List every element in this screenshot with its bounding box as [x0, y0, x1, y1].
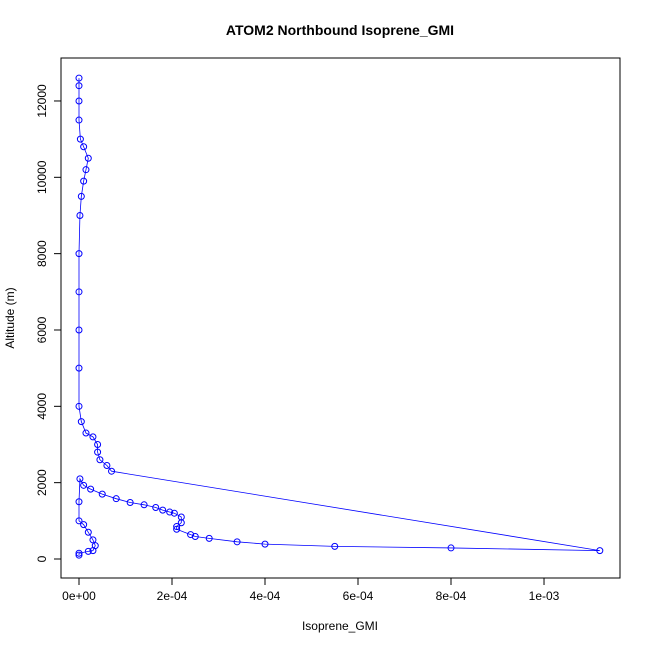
- data-point: [94, 440, 102, 448]
- data-point: [80, 143, 88, 151]
- plot-frame: [60, 57, 621, 579]
- data-point: [75, 116, 83, 124]
- data-point: [170, 509, 178, 517]
- data-point: [96, 456, 104, 464]
- data-point: [112, 495, 120, 503]
- data-point: [89, 433, 97, 441]
- data-point: [233, 538, 241, 546]
- data-point: [89, 536, 97, 544]
- data-point: [80, 177, 88, 185]
- y-tick-label: 6000: [35, 316, 49, 343]
- data-point: [75, 498, 83, 506]
- data-point: [75, 364, 83, 372]
- data-point: [84, 528, 92, 536]
- data-point: [94, 448, 102, 456]
- y-tick-label: 10000: [35, 160, 49, 194]
- data-point: [87, 485, 95, 493]
- data-point: [84, 547, 92, 555]
- x-tick-label: 8e-04: [436, 589, 467, 603]
- data-point: [75, 288, 83, 296]
- x-tick-label: 6e-04: [343, 589, 374, 603]
- y-tick-label: 0: [35, 555, 49, 562]
- x-tick-label: 4e-04: [250, 589, 281, 603]
- data-point: [159, 506, 167, 514]
- data-point: [75, 97, 83, 105]
- y-tick-label: 12000: [35, 84, 49, 118]
- data-point: [191, 532, 199, 540]
- data-point: [103, 461, 111, 469]
- data-point: [76, 211, 84, 219]
- data-point: [331, 542, 339, 550]
- data-point: [77, 418, 85, 426]
- data-point: [80, 521, 88, 529]
- x-axis-label: Isoprene_GMI: [302, 619, 378, 633]
- y-tick-label: 2000: [35, 469, 49, 496]
- data-point: [205, 534, 213, 542]
- data-point: [187, 531, 195, 539]
- data-point: [75, 82, 83, 90]
- x-tick-label: 1e-03: [529, 589, 560, 603]
- y-tick-label: 4000: [35, 393, 49, 420]
- profile-line: [78, 78, 600, 556]
- y-tick-label: 8000: [35, 240, 49, 267]
- data-point: [76, 475, 84, 483]
- x-tick-label: 2e-04: [157, 589, 188, 603]
- data-point: [447, 544, 455, 552]
- data-point: [596, 547, 604, 555]
- data-point: [126, 499, 134, 507]
- data-point: [152, 503, 160, 511]
- data-point: [82, 166, 90, 174]
- data-point: [177, 513, 185, 521]
- data-point: [75, 551, 83, 559]
- data-point: [75, 326, 83, 334]
- data-point: [89, 547, 97, 555]
- data-point: [173, 525, 181, 533]
- data-point: [166, 508, 174, 516]
- x-tick-label: 0e+00: [62, 589, 96, 603]
- data-point: [82, 429, 90, 437]
- data-point: [98, 490, 106, 498]
- data-point: [75, 517, 83, 525]
- data-point: [173, 523, 181, 531]
- y-axis-label: Altitude (m): [3, 287, 17, 348]
- data-point: [77, 192, 85, 200]
- chart-title: ATOM2 Northbound Isoprene_GMI: [226, 22, 454, 38]
- data-point: [75, 549, 83, 557]
- data-point: [76, 135, 84, 143]
- data-point: [108, 467, 116, 475]
- data-point: [75, 402, 83, 410]
- data-point: [75, 250, 83, 258]
- data-point: [84, 154, 92, 162]
- data-point: [140, 501, 148, 509]
- data-point: [80, 481, 88, 489]
- data-point: [75, 74, 83, 82]
- data-point: [261, 540, 269, 548]
